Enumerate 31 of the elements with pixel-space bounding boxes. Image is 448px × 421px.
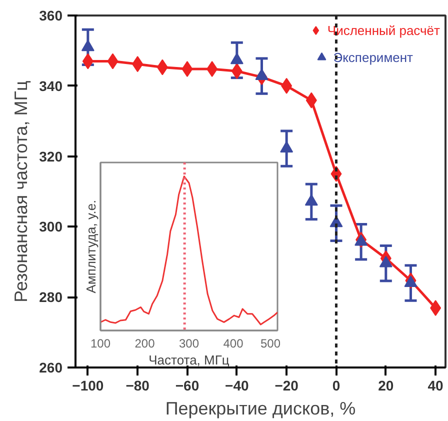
x-axis-title: Частота, МГц	[148, 352, 230, 368]
point	[354, 234, 368, 246]
y-tick-label: 340	[39, 78, 63, 94]
x-tick-label: −20	[274, 378, 299, 394]
y-tick-label: 300	[39, 218, 63, 235]
x-tick-label: 0	[332, 378, 340, 394]
x-tick-label: −40	[225, 378, 249, 394]
x-tick-label: 200	[134, 336, 156, 350]
x-tick-label: 40	[428, 378, 444, 394]
x-axis-title: Перекрытие дисков, %	[165, 398, 356, 418]
x-tick-label: −60	[175, 378, 200, 394]
y-tick-label: 260	[39, 360, 63, 376]
y-axis-title: Амплитуда, у.е.	[84, 200, 98, 294]
x-tick-label: 20	[378, 378, 394, 394]
x-tick-label: −100	[72, 378, 104, 394]
x-tick-label: 500	[260, 336, 281, 350]
y-axis-title: Резонансная частота, МГц	[11, 80, 32, 302]
x-tick-label: 100	[90, 336, 111, 350]
y-tick-label: 280	[39, 289, 63, 306]
legend-label: Численный расчёт	[327, 22, 440, 40]
y-tick-label: 320	[39, 148, 63, 164]
x-tick-label: 400	[223, 336, 244, 350]
point	[379, 256, 392, 268]
x-tick-label: −80	[126, 378, 150, 394]
x-tick-label: 300	[178, 336, 200, 350]
point	[404, 276, 418, 287]
point	[280, 141, 294, 153]
point	[255, 68, 268, 80]
y-tick-label: 360	[39, 8, 63, 24]
point	[304, 194, 318, 206]
legend-label: Эксперимент	[333, 48, 413, 67]
